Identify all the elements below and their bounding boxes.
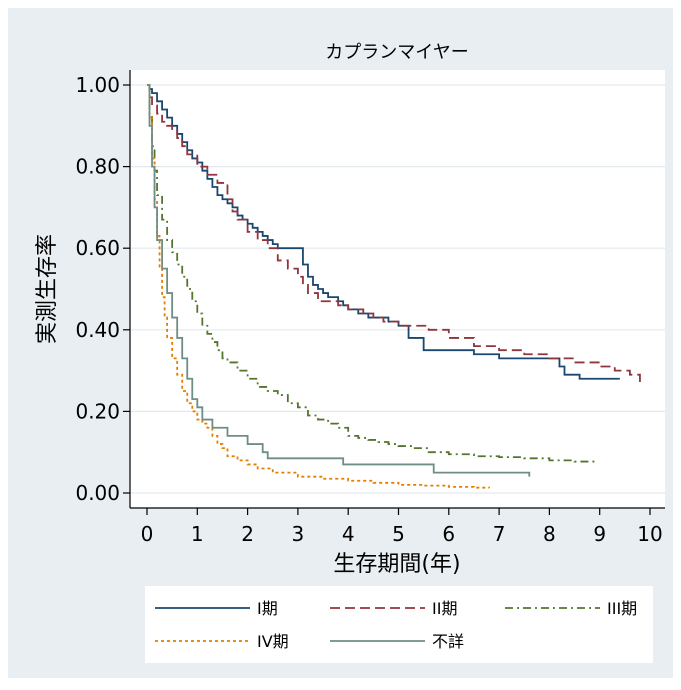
x-tick-label: 1 xyxy=(191,522,204,546)
y-axis-label: 実測生存率 xyxy=(35,234,60,344)
legend: I期 II期 III期 IV期 不詳 xyxy=(145,586,653,663)
y-tick-label: 0.00 xyxy=(75,481,120,505)
y-tick-label: 0.40 xyxy=(75,318,120,342)
plot-area xyxy=(130,70,665,508)
legend-label: 不詳 xyxy=(432,632,464,651)
x-tick-label: 4 xyxy=(342,522,355,546)
x-tick-label: 9 xyxy=(593,522,606,546)
x-ticks: 0 1 2 3 4 5 6 7 8 9 10 xyxy=(141,508,663,546)
y-ticks: 0.00 0.20 0.40 0.60 0.80 1.00 xyxy=(75,73,130,505)
legend-label: I期 xyxy=(257,599,278,618)
x-tick-label: 7 xyxy=(493,522,506,546)
y-tick-label: 0.80 xyxy=(75,155,120,179)
series-line-5 xyxy=(147,84,531,477)
x-tick-label: 2 xyxy=(241,522,254,546)
legend-label: IV期 xyxy=(257,632,289,651)
x-axis-label: 生存期間(年) xyxy=(333,552,460,577)
series-line-2 xyxy=(147,84,641,383)
gridlines xyxy=(130,84,665,494)
legend-label: II期 xyxy=(432,599,457,618)
y-tick-label: 0.60 xyxy=(75,236,120,260)
chart-title: カプランマイヤー xyxy=(325,42,468,63)
x-tick-label: 3 xyxy=(292,522,305,546)
x-tick-label: 0 xyxy=(141,522,154,546)
legend-label: III期 xyxy=(607,599,637,618)
x-tick-label: 5 xyxy=(392,522,405,546)
y-tick-label: 0.20 xyxy=(75,399,120,423)
x-tick-label: 10 xyxy=(637,522,662,546)
series-lines xyxy=(147,84,641,489)
series-line-1 xyxy=(147,84,620,380)
legend-box xyxy=(145,586,653,663)
y-tick-label: 1.00 xyxy=(75,73,120,97)
x-tick-label: 6 xyxy=(442,522,455,546)
axes xyxy=(129,70,665,509)
x-tick-label: 8 xyxy=(543,522,556,546)
series-line-3 xyxy=(147,84,596,463)
